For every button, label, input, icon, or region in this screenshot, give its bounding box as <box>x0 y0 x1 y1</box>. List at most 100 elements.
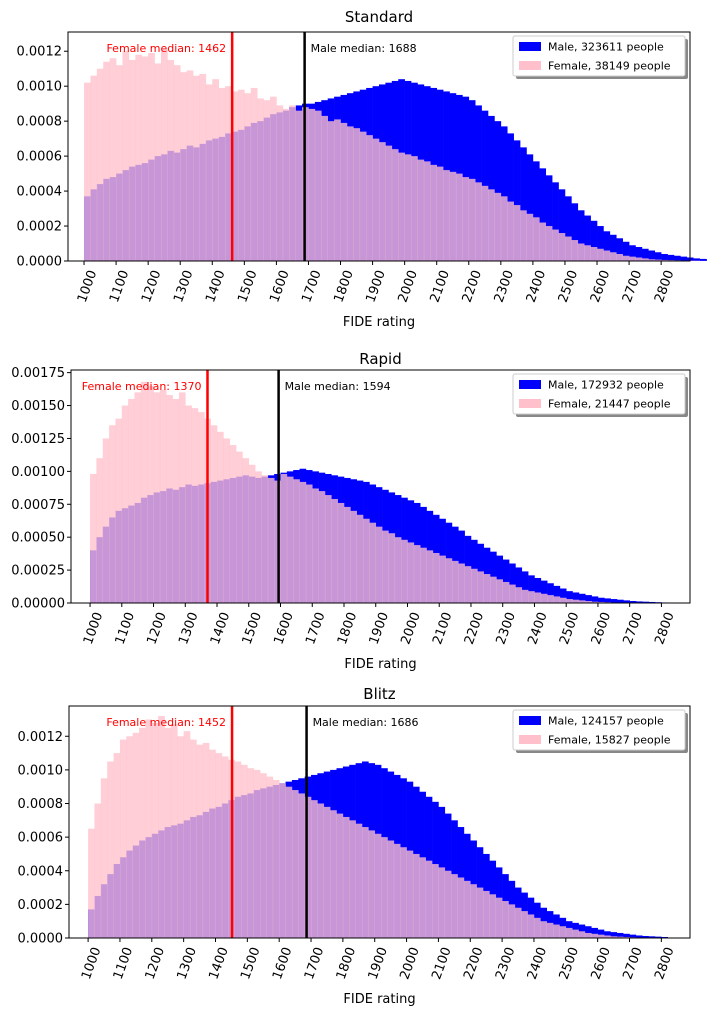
x-axis-label: FIDE rating <box>343 992 415 1007</box>
male-bar <box>642 601 650 603</box>
female-bar <box>308 108 316 261</box>
female-bar <box>267 477 275 603</box>
female-bar <box>148 52 155 262</box>
female-bar <box>382 530 389 603</box>
x-tick-label: 1500 <box>240 610 265 646</box>
female-bar <box>394 537 402 603</box>
x-tick-label: 1200 <box>139 268 164 304</box>
female-bar <box>458 563 465 603</box>
female-bar <box>578 600 586 603</box>
female-bar <box>263 100 271 262</box>
chart-title: Rapid <box>359 350 402 368</box>
female-bar <box>520 210 527 261</box>
female-median-label: Female median: 1370 <box>82 380 202 393</box>
male-bar <box>667 254 675 261</box>
female-median-label: Female median: 1452 <box>106 716 226 729</box>
x-tick-label: 2500 <box>556 268 581 304</box>
female-bar <box>565 927 573 938</box>
y-tick-label: 0.00125 <box>11 432 65 447</box>
x-tick-label: 2200 <box>460 268 485 304</box>
female-bar <box>178 392 186 603</box>
female-bar <box>539 222 547 261</box>
female-bar <box>166 395 173 603</box>
female-bar <box>407 542 415 603</box>
chart-panel-rapid: Rapid Female median: 1370 Male median: 159… <box>11 350 691 672</box>
female-bar <box>140 381 148 603</box>
female-series <box>88 716 669 938</box>
male-bar <box>509 563 516 603</box>
female-bar <box>100 778 108 938</box>
female-bar <box>141 56 149 261</box>
male-bar <box>629 934 637 938</box>
female-bar <box>190 739 197 938</box>
female-bar <box>488 189 495 261</box>
male-bar <box>566 591 573 603</box>
male-bar <box>590 220 598 261</box>
female-bar <box>180 72 187 261</box>
female-bar <box>330 810 337 938</box>
female-bar <box>293 479 300 603</box>
female-bar <box>432 552 440 603</box>
male-bar <box>552 182 559 261</box>
female-bar <box>590 247 598 261</box>
female-bar <box>571 240 579 261</box>
female-bar <box>406 850 414 938</box>
x-tick-label: 1200 <box>144 610 169 646</box>
female-bar <box>375 526 383 603</box>
male-median-label: Male median: 1688 <box>311 42 417 55</box>
y-tick-label: 0.0006 <box>17 150 63 165</box>
female-bar <box>128 59 136 261</box>
female-bar <box>88 828 95 938</box>
female-bar <box>272 779 280 938</box>
x-tick-label: 1600 <box>271 610 296 646</box>
y-tick-label: 0.0010 <box>18 763 64 778</box>
female-bar <box>115 418 123 603</box>
x-tick-label: 1400 <box>203 268 228 304</box>
female-bar <box>609 252 617 261</box>
female-bar <box>603 250 611 261</box>
female-bar <box>244 93 252 262</box>
y-tick-label: 0.0012 <box>17 45 63 60</box>
female-bar <box>147 385 154 603</box>
female-bar <box>648 259 656 261</box>
female-bar <box>342 816 350 938</box>
female-bar <box>84 82 91 261</box>
male-bar <box>564 196 572 261</box>
female-bar <box>521 911 528 938</box>
x-tick-label: 2400 <box>525 610 550 646</box>
female-bar <box>186 70 194 262</box>
x-tick-label: 1400 <box>206 945 231 981</box>
axes-frame <box>67 31 691 262</box>
x-tick-label: 1500 <box>235 268 260 304</box>
female-bar <box>502 901 509 938</box>
female-bar <box>514 907 522 938</box>
y-tick-label: 0.00100 <box>11 465 65 480</box>
female-bar <box>331 499 338 603</box>
female-bar <box>336 813 344 938</box>
male-bar <box>577 210 585 261</box>
male-bar <box>654 252 662 261</box>
female-bar <box>604 935 611 938</box>
female-bar <box>597 601 605 603</box>
female-bar <box>280 473 288 603</box>
female-bar <box>564 236 572 261</box>
male-median-label: Male median: 1594 <box>285 380 391 393</box>
female-bar <box>553 596 561 603</box>
female-bar <box>495 897 503 938</box>
axes-frame <box>70 369 691 604</box>
female-bar <box>132 732 140 938</box>
female-bar <box>183 731 191 938</box>
female-bar <box>475 182 482 261</box>
female-bar <box>490 576 497 603</box>
x-tick-label: 2600 <box>588 268 613 304</box>
female-bar <box>96 458 104 603</box>
male-bar <box>528 575 535 603</box>
female-bar <box>515 587 523 603</box>
y-tick-label: 0.00075 <box>11 498 65 513</box>
x-tick-label: 2700 <box>620 268 645 304</box>
male-bar <box>610 932 618 938</box>
female-bar <box>260 773 267 938</box>
male-bar <box>559 588 567 603</box>
male-bar <box>488 115 495 262</box>
